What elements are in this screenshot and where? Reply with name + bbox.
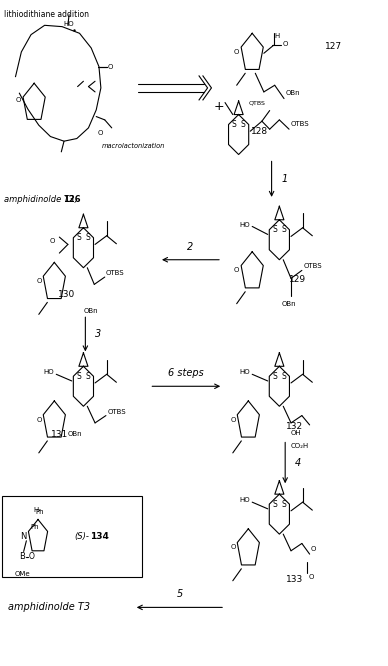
Text: S: S [241, 120, 246, 129]
Text: S: S [272, 500, 277, 509]
Text: 1: 1 [281, 174, 288, 184]
Text: OH: OH [291, 430, 301, 436]
Text: S: S [272, 372, 277, 381]
Text: +: + [214, 100, 225, 113]
Text: N: N [20, 532, 26, 541]
Text: 130: 130 [58, 290, 75, 299]
Text: QTBS: QTBS [248, 100, 265, 105]
Text: 131: 131 [51, 430, 68, 439]
Text: O: O [233, 49, 239, 55]
Text: OBn: OBn [281, 301, 296, 307]
Text: O: O [15, 97, 21, 103]
Text: S: S [282, 225, 286, 234]
Text: 127: 127 [325, 42, 342, 51]
Text: Ph: Ph [30, 524, 39, 530]
Text: HO: HO [240, 368, 250, 375]
Text: O: O [108, 63, 113, 70]
Text: O: O [230, 544, 236, 551]
Text: 126: 126 [63, 195, 81, 204]
Text: O: O [36, 278, 42, 284]
Text: O: O [308, 574, 314, 580]
Text: 133: 133 [286, 575, 303, 584]
Text: macrolactonization: macrolactonization [102, 143, 165, 149]
Text: O: O [282, 41, 288, 47]
Text: 134: 134 [90, 532, 109, 541]
Text: O: O [234, 267, 239, 274]
Text: 4: 4 [295, 458, 301, 468]
Text: OBn: OBn [286, 90, 300, 97]
Text: 132: 132 [286, 422, 303, 431]
Text: OBn: OBn [84, 308, 99, 314]
Text: O: O [98, 130, 103, 137]
Text: lithiodithiane addition: lithiodithiane addition [4, 10, 89, 19]
Text: Ph: Ph [36, 509, 44, 515]
Text: amphidinolde T3,: amphidinolde T3, [4, 195, 80, 204]
Text: S: S [282, 500, 286, 509]
Text: O: O [230, 416, 236, 423]
Text: OBn: OBn [68, 431, 83, 438]
Text: O: O [29, 552, 35, 561]
Text: OTBS: OTBS [107, 408, 126, 415]
Text: OTBS: OTBS [303, 263, 322, 270]
Text: S: S [76, 372, 81, 381]
Text: 128: 128 [251, 127, 268, 136]
Text: B: B [19, 552, 25, 561]
Text: S: S [232, 120, 236, 129]
Text: 3: 3 [95, 329, 101, 340]
Text: 129: 129 [289, 275, 306, 284]
Text: 2: 2 [187, 242, 194, 252]
Text: S: S [272, 225, 277, 234]
Text: S: S [86, 233, 90, 242]
Text: S: S [86, 372, 90, 381]
Text: (S)-: (S)- [74, 532, 89, 541]
Text: HO: HO [240, 222, 250, 228]
Text: OTBS: OTBS [290, 121, 309, 127]
Text: O: O [50, 238, 55, 244]
Text: HO: HO [63, 21, 74, 27]
Text: H: H [33, 507, 39, 513]
Text: amphidinolde T3: amphidinolde T3 [8, 602, 90, 613]
Text: HO: HO [44, 368, 54, 375]
Text: CO₂H: CO₂H [290, 443, 308, 450]
Text: OTBS: OTBS [106, 270, 125, 276]
Text: H: H [275, 33, 280, 39]
Text: S: S [76, 233, 81, 242]
Text: 5: 5 [176, 589, 183, 599]
Text: OMe: OMe [14, 571, 30, 577]
Text: S: S [282, 372, 286, 381]
Text: O: O [310, 545, 316, 552]
FancyBboxPatch shape [2, 496, 142, 577]
Text: O: O [36, 416, 42, 423]
Text: 6 steps: 6 steps [168, 368, 204, 378]
Text: HO: HO [240, 496, 250, 503]
